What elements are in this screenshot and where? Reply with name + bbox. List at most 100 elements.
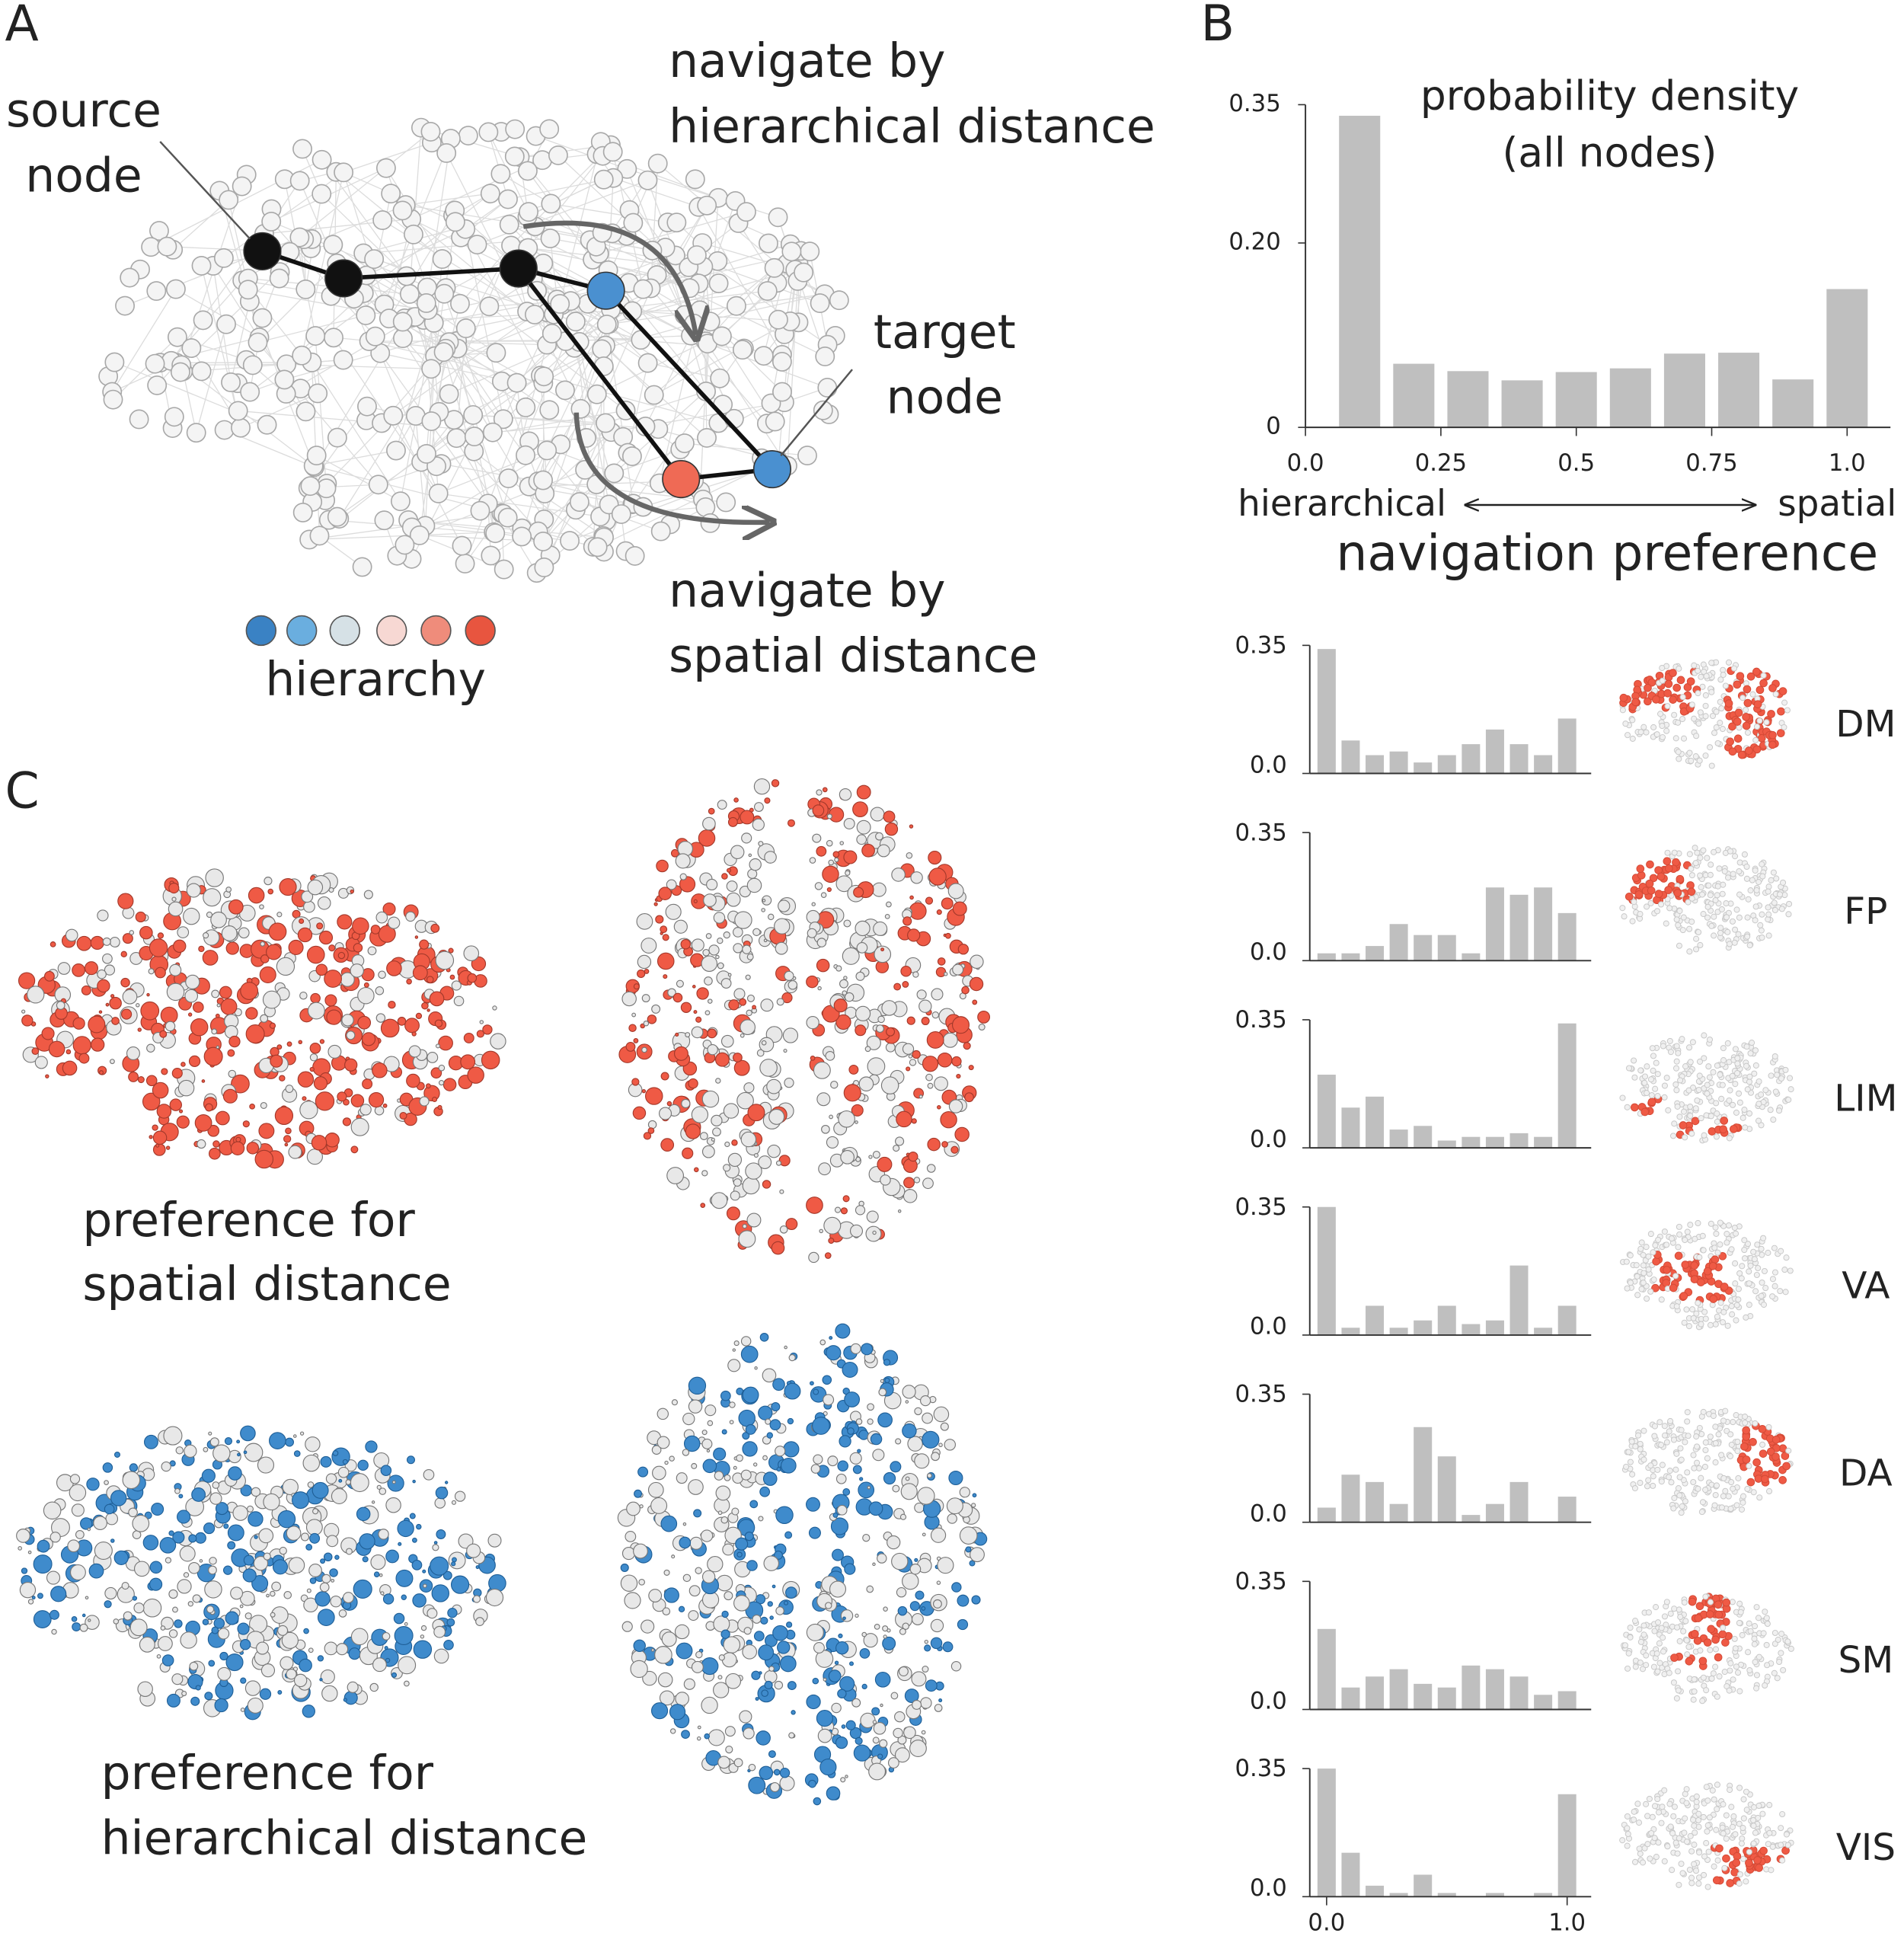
thumb-node [1695, 1602, 1704, 1611]
brain-node [18, 972, 36, 989]
node [625, 545, 645, 566]
brain-node [387, 1475, 404, 1492]
thumb-node [1711, 913, 1717, 920]
node [392, 200, 413, 221]
thumb-node [1672, 1273, 1679, 1280]
brain-node [184, 989, 199, 1003]
thumb-node [1720, 1283, 1729, 1291]
brain-node [242, 1120, 250, 1128]
node [768, 309, 788, 330]
thumb-node [1774, 1675, 1781, 1682]
node [480, 184, 500, 204]
brain-node [258, 1528, 274, 1544]
brain-node [326, 1009, 342, 1025]
thumb-node [1778, 1825, 1784, 1832]
thumb-node [1663, 1266, 1671, 1274]
brain-node [866, 1210, 879, 1223]
bar [1389, 751, 1408, 774]
node [548, 145, 568, 165]
thumb-node [1682, 1618, 1689, 1625]
brain-node [479, 1020, 484, 1024]
thumb-node [1693, 1459, 1701, 1466]
edge [705, 340, 788, 466]
thumb-node [1782, 1066, 1789, 1073]
brain-node [740, 1131, 757, 1148]
brain-node [187, 1012, 193, 1017]
brain-node [810, 1055, 816, 1061]
brain-node [144, 1434, 158, 1449]
thumb-node [1752, 1420, 1759, 1427]
thumb-node [1640, 1251, 1647, 1258]
brain-node [661, 1631, 677, 1647]
brain-node [401, 1594, 407, 1600]
brain-node [67, 1539, 81, 1553]
brain-node [359, 1104, 372, 1116]
edge [705, 197, 719, 392]
y-tick-label: 0.0 [1250, 938, 1287, 966]
thumb-node [1737, 1609, 1744, 1615]
brain-node [766, 1078, 782, 1094]
thumb-node [1720, 1625, 1727, 1631]
brain-node [350, 1094, 365, 1107]
thumb-node [1738, 1275, 1745, 1282]
bar [1414, 1683, 1433, 1710]
brain-node [269, 1022, 276, 1029]
brain-node [183, 907, 200, 925]
brain-node [656, 1436, 670, 1449]
brain-node [843, 976, 848, 980]
thumb-node [1728, 1302, 1735, 1310]
thumb-node [1702, 752, 1709, 759]
thumb-node [1644, 683, 1652, 692]
brain-node [727, 867, 732, 873]
thumb-node [1717, 676, 1724, 683]
thumb-node [1639, 1666, 1647, 1673]
brain-node [680, 939, 691, 950]
brain-node [944, 972, 948, 976]
thumb-node [1648, 1091, 1655, 1099]
brain-node [280, 1656, 294, 1670]
thumb-node [1711, 1863, 1717, 1870]
brain-node [915, 1590, 925, 1600]
thumb-node [1699, 683, 1706, 690]
edge [464, 407, 526, 564]
node [736, 202, 756, 222]
brain-node [308, 1564, 322, 1577]
node [149, 221, 169, 241]
thumb-node [1696, 1072, 1703, 1079]
brain-node [219, 986, 232, 999]
thumb-node [1729, 1599, 1736, 1606]
brain-node [856, 942, 868, 954]
thumb-node [1675, 719, 1682, 726]
thumb-node [1742, 1414, 1749, 1420]
thumb-node [1751, 1070, 1758, 1077]
bar [1534, 1695, 1553, 1710]
brain-node [900, 965, 912, 977]
brain-node [467, 973, 478, 983]
thumb-node [1679, 1503, 1685, 1510]
brain-node [778, 899, 791, 912]
node [560, 531, 580, 551]
y-tick-label: 0.0 [1250, 1874, 1287, 1902]
thumb-node [1730, 1419, 1736, 1426]
brain-node [625, 1531, 637, 1542]
brain-node [839, 841, 845, 845]
node [327, 427, 347, 448]
thumb-node [1664, 679, 1673, 689]
brain-node [324, 1641, 338, 1656]
brain-node [883, 1634, 887, 1639]
brain-node [899, 1628, 906, 1635]
thumb-node [1688, 1130, 1695, 1137]
brain-node [776, 998, 784, 1006]
node [533, 531, 554, 551]
brain-node [86, 1478, 100, 1491]
brain-node [281, 1631, 299, 1649]
brain-node [937, 1105, 941, 1110]
brain-node [271, 1581, 282, 1592]
y-tick-label: 0.0 [1250, 1126, 1287, 1153]
thumb-node [1656, 1419, 1663, 1426]
brain-node [311, 1481, 329, 1499]
thumb-node [1743, 1062, 1750, 1069]
edge [647, 362, 720, 379]
thumb-node [1688, 865, 1695, 872]
bar [1718, 353, 1760, 428]
